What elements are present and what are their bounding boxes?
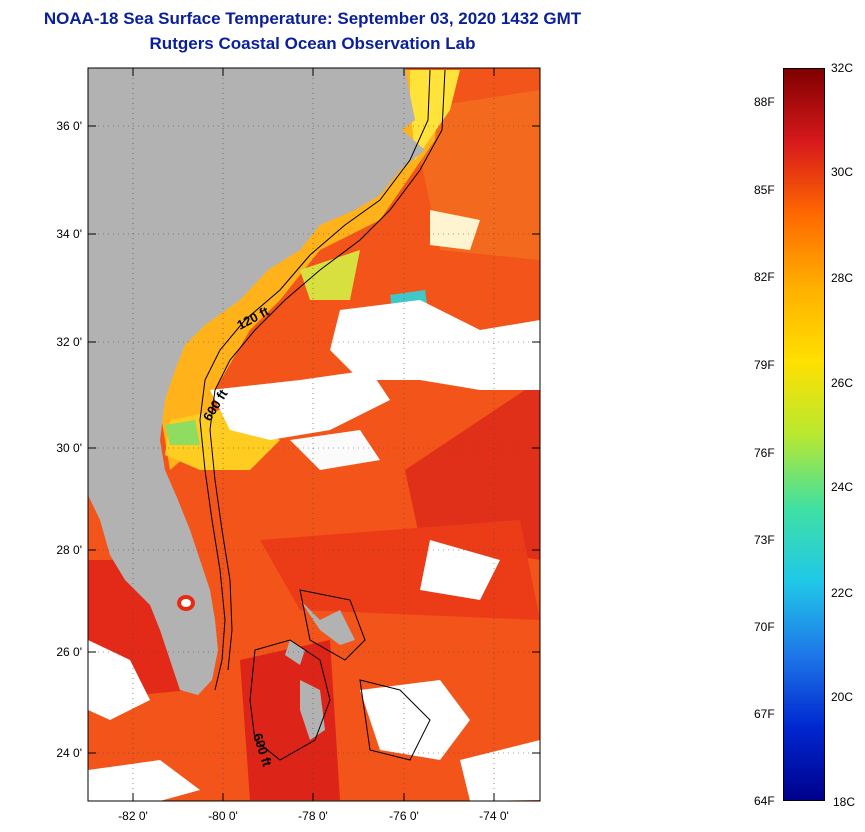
lon-label: -74 0' xyxy=(479,809,509,823)
lat-label: 24 0' xyxy=(56,746,82,760)
lon-label: -82 0' xyxy=(118,809,148,823)
warm-patch xyxy=(405,380,540,560)
contour-600ft xyxy=(209,69,446,671)
lat-label: 32 0' xyxy=(56,335,82,349)
contour-120ft xyxy=(359,679,431,761)
celsius-label: 20C xyxy=(831,690,854,704)
bahamas-island xyxy=(300,600,355,645)
celsius-label: 32C xyxy=(831,61,854,75)
fahrenheit-label: 82F xyxy=(754,270,775,284)
fahrenheit-label: 88F xyxy=(754,95,775,109)
fahrenheit-label: 70F xyxy=(754,620,775,634)
fahrenheit-label: 73F xyxy=(754,533,775,547)
graticule xyxy=(88,68,540,801)
celsius-label: 22C xyxy=(831,586,854,600)
fahrenheit-label: 76F xyxy=(754,446,775,460)
fahrenheit-label: 79F xyxy=(754,358,775,372)
fahrenheit-label: 64F xyxy=(754,794,775,808)
contour-120ft xyxy=(199,69,431,691)
bahamas-island xyxy=(300,680,325,740)
warm-patch xyxy=(240,640,340,800)
cool-patch xyxy=(165,420,200,445)
land-mass xyxy=(88,68,425,695)
lake-okeechobee xyxy=(181,599,191,607)
cloud-area xyxy=(88,760,200,801)
lon-label: -76 0' xyxy=(389,809,419,823)
lon-label: -80 0' xyxy=(208,809,238,823)
celsius-label: 18C xyxy=(833,795,856,809)
cloud-area xyxy=(290,430,380,470)
celsius-label: 28C xyxy=(831,271,854,285)
lat-label: 34 0' xyxy=(56,227,82,241)
celsius-label: 26C xyxy=(831,376,854,390)
lat-label: 36 0' xyxy=(56,119,82,133)
cloud-area xyxy=(460,740,540,801)
lat-label: 30 0' xyxy=(56,441,82,455)
cool-coastal-band xyxy=(410,70,460,160)
bahamas-island xyxy=(285,640,305,665)
cloud-area xyxy=(360,680,470,760)
map-title: NOAA-18 Sea Surface Temperature: Septemb… xyxy=(43,9,582,28)
contour-120ft xyxy=(299,589,366,661)
map-frame xyxy=(87,67,541,802)
temperature-colorbar xyxy=(783,68,825,801)
cloud-area xyxy=(420,540,500,600)
cloud-area xyxy=(88,640,150,720)
celsius-label: 24C xyxy=(831,480,854,494)
fahrenheit-label: 67F xyxy=(754,707,775,721)
lon-label: -78 0' xyxy=(298,809,328,823)
lat-label: 28 0' xyxy=(56,543,82,557)
cloud-area xyxy=(330,300,540,390)
contour-600ft xyxy=(249,639,331,761)
lat-label: 26 0' xyxy=(56,645,82,659)
celsius-label: 30C xyxy=(831,165,854,179)
cool-patch xyxy=(300,250,360,300)
cloud-area xyxy=(210,370,390,440)
fahrenheit-label: 85F xyxy=(754,183,775,197)
cloud-area xyxy=(430,210,480,250)
map-subtitle: Rutgers Coastal Ocean Observation Lab xyxy=(149,34,476,53)
axis-ticks xyxy=(88,68,540,801)
